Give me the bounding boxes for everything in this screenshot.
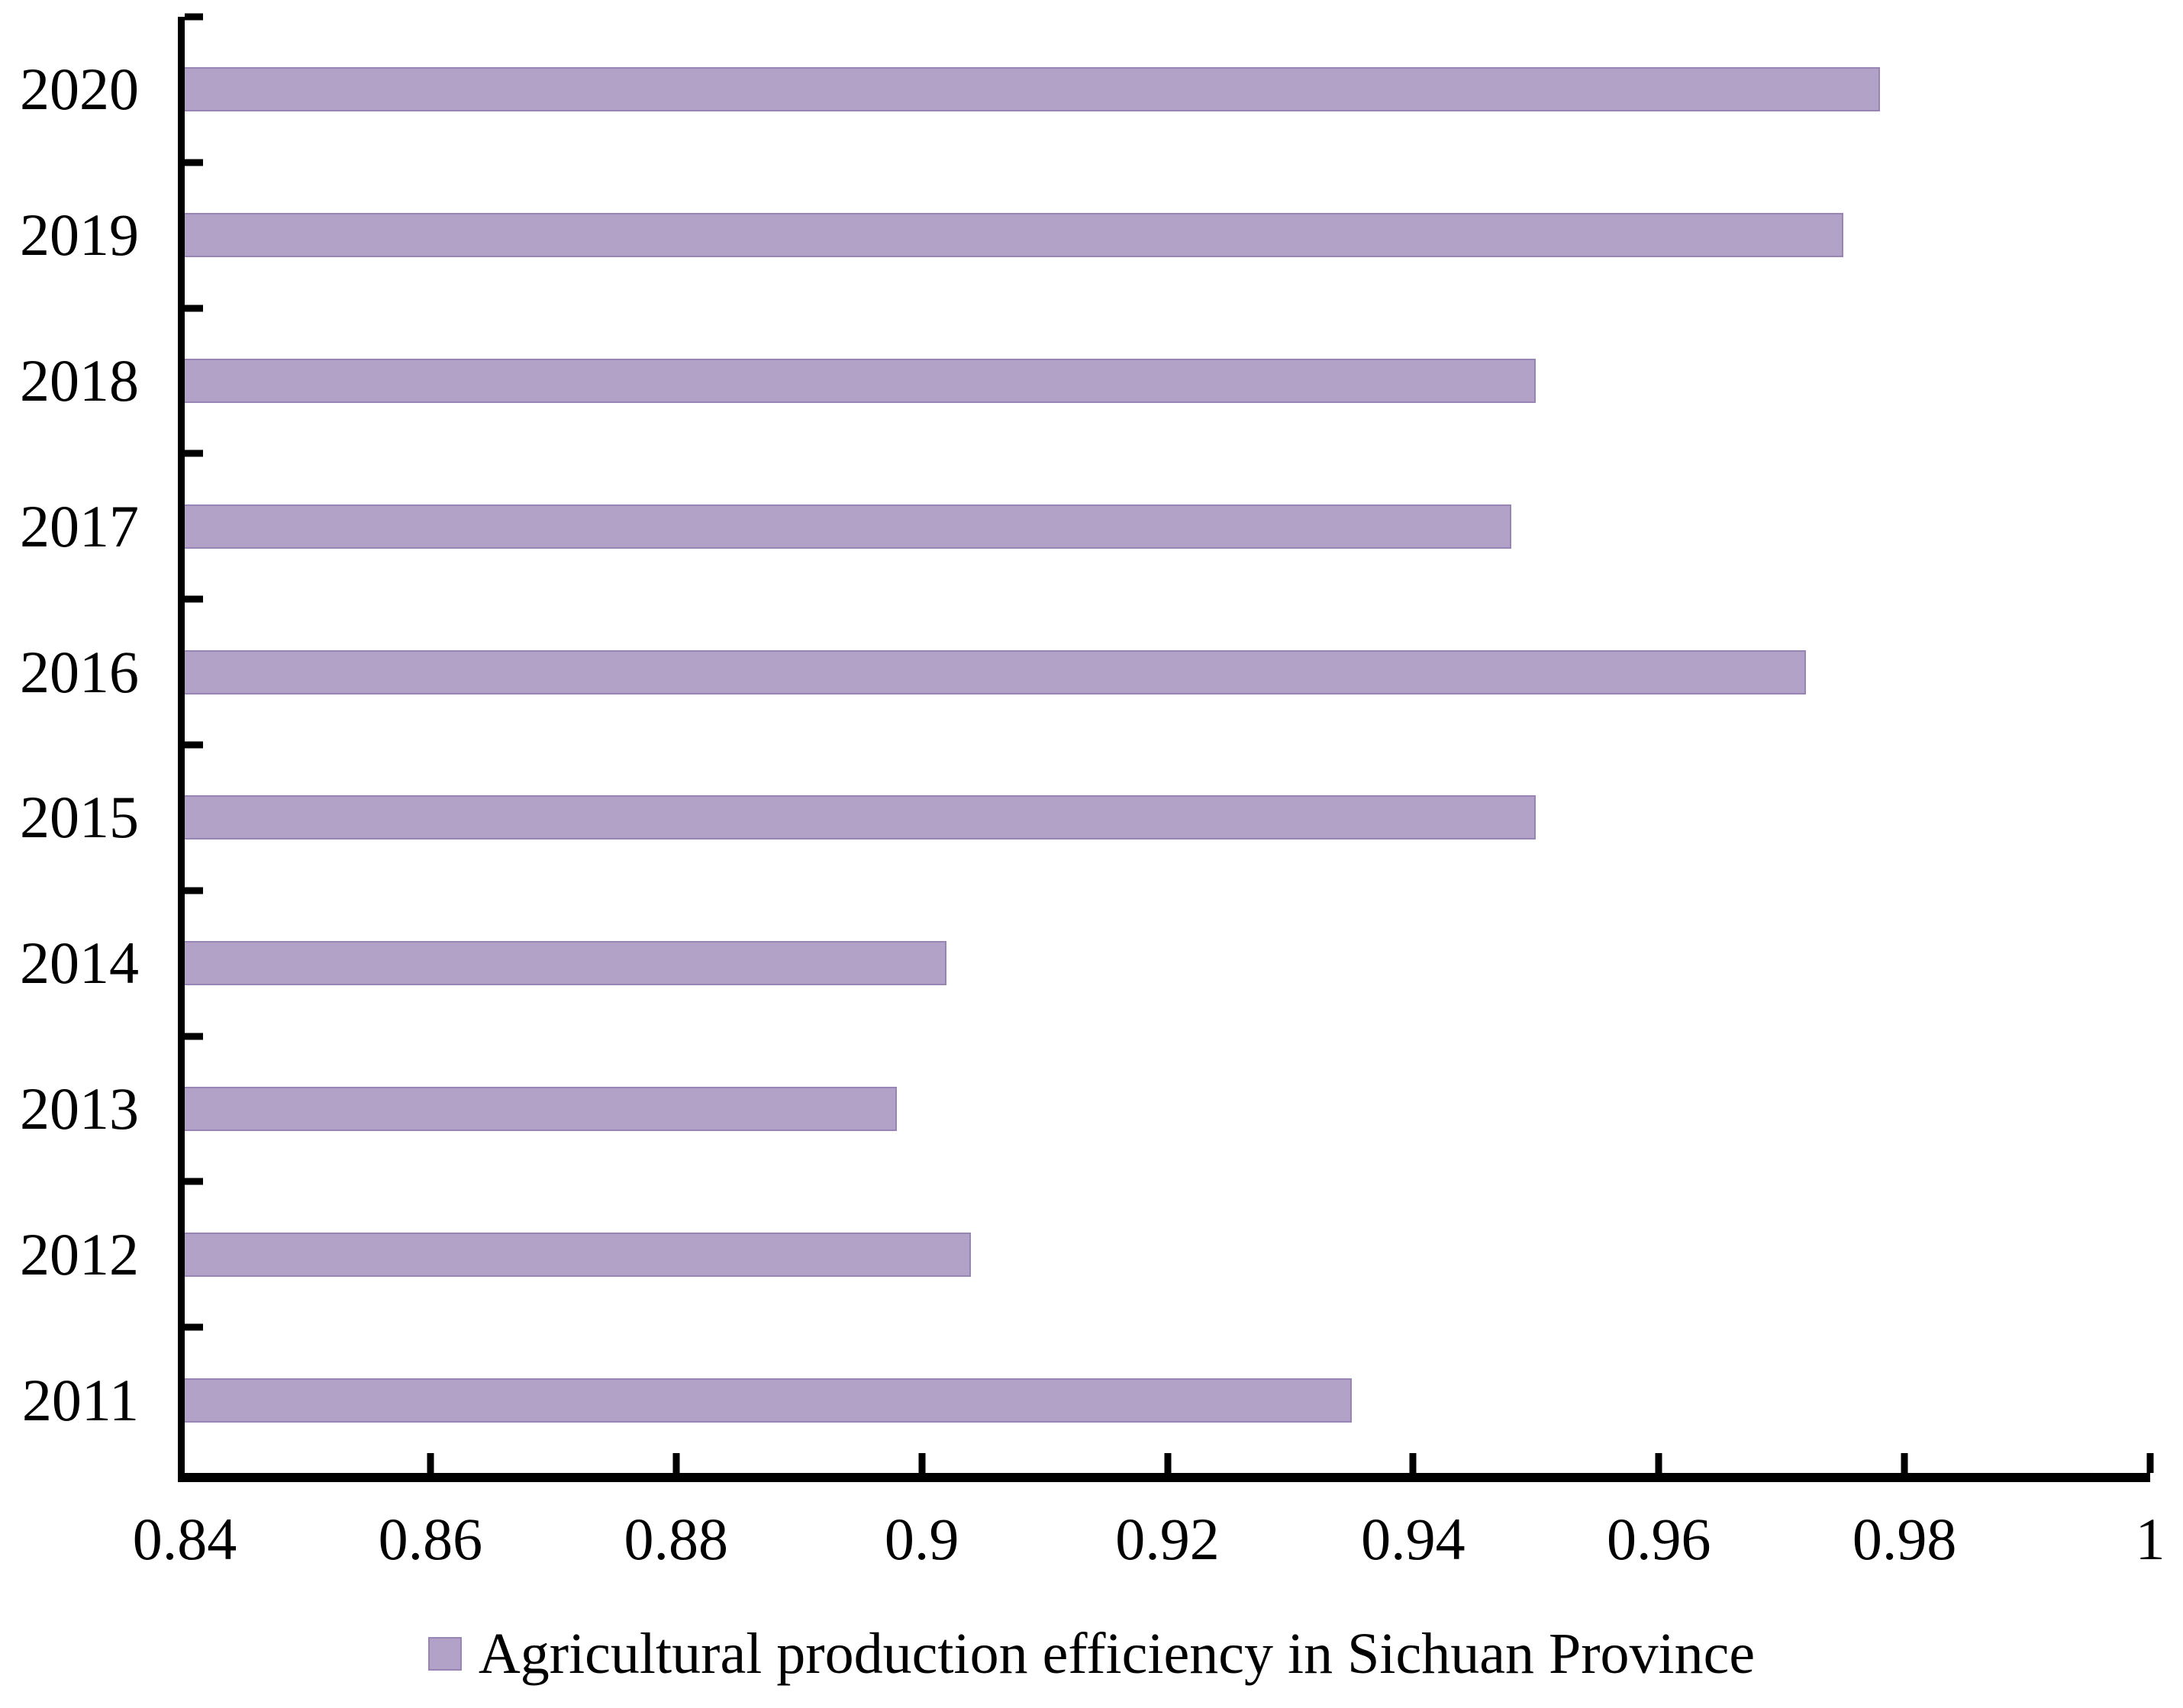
y-axis-tick bbox=[185, 450, 203, 457]
bar-2015 bbox=[185, 795, 1536, 840]
bar-2017 bbox=[185, 504, 1512, 549]
x-axis-tick-label: 0.9 bbox=[884, 1506, 959, 1572]
y-axis-label-2012: 2012 bbox=[20, 1220, 139, 1287]
bar-2013 bbox=[185, 1087, 898, 1131]
x-axis-tick bbox=[1164, 1453, 1171, 1473]
bar-2014 bbox=[185, 941, 946, 986]
x-axis-tick-label: 1 bbox=[2135, 1506, 2165, 1572]
x-axis-tick-label: 0.88 bbox=[624, 1506, 729, 1572]
x-axis-tick-label: 0.98 bbox=[1852, 1506, 1957, 1572]
y-axis-tick bbox=[185, 159, 203, 166]
legend-marker-swatch bbox=[427, 1637, 462, 1671]
bar-2011 bbox=[185, 1378, 1352, 1423]
y-axis-label-2016: 2016 bbox=[20, 638, 139, 705]
y-axis-label-2020: 2020 bbox=[20, 56, 139, 123]
plot-area bbox=[178, 13, 2154, 1482]
bar-2012 bbox=[185, 1232, 971, 1277]
y-axis-tick bbox=[185, 305, 203, 312]
bar-2020 bbox=[185, 67, 1880, 112]
legend-series-label: Agricultural production efficiency in Si… bbox=[478, 1622, 1756, 1686]
y-axis-label-2019: 2019 bbox=[20, 201, 139, 269]
y-axis-label-2013: 2013 bbox=[20, 1075, 139, 1142]
y-axis-tick bbox=[185, 887, 203, 894]
y-axis-label-2018: 2018 bbox=[20, 347, 139, 414]
y-axis-label-2015: 2015 bbox=[20, 784, 139, 851]
bar-2016 bbox=[185, 649, 1807, 694]
y-axis-label-2017: 2017 bbox=[20, 492, 139, 559]
bar-2018 bbox=[185, 359, 1536, 403]
y-axis-tick bbox=[185, 1323, 203, 1331]
x-axis-tick bbox=[1409, 1453, 1417, 1473]
y-axis-tick bbox=[185, 741, 203, 749]
x-axis-tick-label: 0.96 bbox=[1607, 1506, 1711, 1572]
x-axis-tick bbox=[918, 1453, 926, 1473]
x-axis-tick bbox=[2146, 1453, 2154, 1473]
legend: Agricultural production efficiency in Si… bbox=[0, 1612, 2183, 1696]
x-axis-tick-label: 0.86 bbox=[378, 1506, 483, 1572]
x-axis-tick bbox=[1655, 1453, 1662, 1473]
x-axis-labels: 0.84 0.86 0.88 0.9 0.92 0.94 0.96 0.98 1 bbox=[133, 1506, 2165, 1586]
y-axis-labels: 2020 2019 2018 2017 2016 2015 2014 2013 2012 2011 bbox=[0, 17, 139, 1473]
y-axis-tick bbox=[185, 595, 203, 603]
x-axis-tick-label: 0.84 bbox=[132, 1506, 237, 1572]
x-axis-tick-label: 0.92 bbox=[1115, 1506, 1220, 1572]
x-axis-tick bbox=[1901, 1453, 1908, 1473]
x-axis-tick bbox=[427, 1453, 434, 1473]
bar-2019 bbox=[185, 213, 1843, 258]
x-axis-tick-label: 0.94 bbox=[1361, 1506, 1466, 1572]
y-axis-tick bbox=[185, 1178, 203, 1185]
y-axis-label-2014: 2014 bbox=[20, 930, 139, 997]
y-axis-label-2011: 2011 bbox=[21, 1366, 139, 1433]
y-axis-tick bbox=[185, 1033, 203, 1040]
x-axis-tick bbox=[672, 1453, 680, 1473]
y-axis-tick bbox=[185, 13, 203, 21]
